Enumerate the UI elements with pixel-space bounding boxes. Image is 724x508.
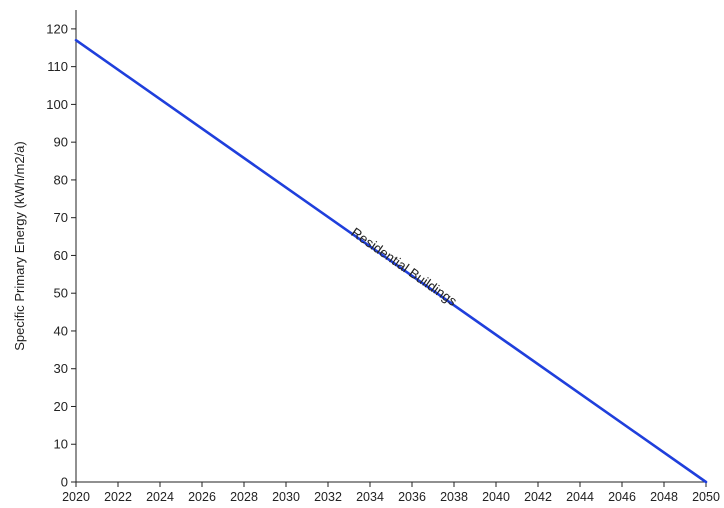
x-tick-label: 2038 [440, 490, 468, 503]
x-tick-label: 2042 [524, 490, 552, 503]
x-tick-label: 2026 [188, 490, 216, 503]
x-tick-label: 2040 [482, 490, 510, 503]
x-tick-label: 2030 [272, 490, 300, 503]
y-axis: 0 10 20 30 40 50 60 70 80 90 100 110 120 [46, 10, 77, 490]
y-tick-label: 110 [47, 59, 68, 74]
x-tick-label: 2050 [692, 490, 720, 503]
line-annotation-label: Residential Buildings [348, 225, 459, 309]
x-tick-label: 2022 [104, 490, 132, 503]
x-tick-label: 2046 [608, 490, 636, 503]
series-group [74, 38, 708, 484]
x-tick-label: 2020 [62, 490, 90, 503]
y-axis-label: Specific Primary Energy (kWh/m2/a) [12, 141, 27, 351]
x-tick-label: 2044 [566, 490, 594, 503]
y-tick-label: 120 [46, 21, 68, 36]
y-tick-label: 10 [54, 437, 68, 452]
x-tick-label: 2032 [314, 490, 342, 503]
y-tick-label: 70 [54, 210, 68, 225]
x-tick-label: 2024 [146, 490, 174, 503]
y-tick-label: 30 [54, 361, 68, 376]
y-tick-label: 90 [54, 135, 68, 150]
x-tick-label: 2048 [650, 490, 678, 503]
y-tick-label: 0 [61, 475, 68, 490]
y-tick-label: 100 [46, 97, 68, 112]
y-tick-label: 60 [54, 248, 68, 263]
series-line-0 [74, 38, 708, 484]
x-tick-label: 2034 [356, 490, 384, 503]
x-tick-label: 2036 [398, 490, 426, 503]
y-tick-label: 80 [54, 172, 68, 187]
x-axis: 2020 2022 2024 2026 2028 2030 2032 2034 2036 2038… [62, 481, 720, 504]
annotation-group: Residential Buildings [348, 225, 459, 309]
y-tick-label: 40 [54, 323, 68, 338]
y-tick-label: 50 [54, 286, 68, 301]
x-tick-label: 2028 [230, 490, 258, 503]
y-tick-label: 20 [54, 399, 68, 414]
